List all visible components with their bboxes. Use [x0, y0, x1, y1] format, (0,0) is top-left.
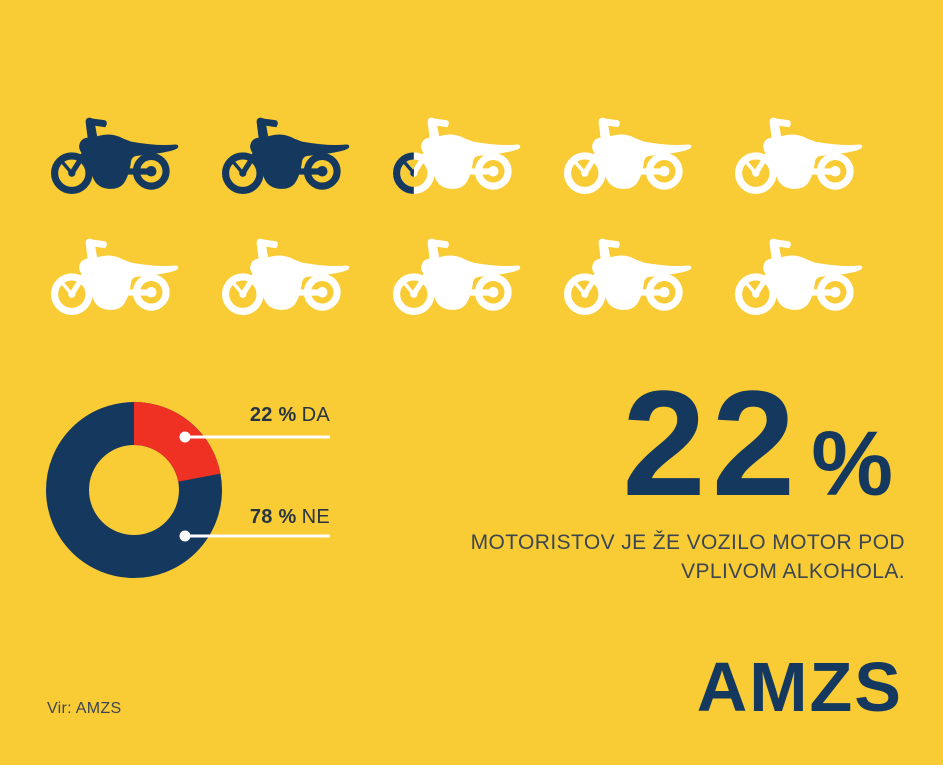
pictograph-unit — [387, 112, 521, 198]
amzs-logo: AMZS — [696, 648, 903, 726]
subtitle-line-2: VPLIVOM ALKOHOLA. — [681, 559, 905, 583]
source-credit: Vir: AMZS — [47, 700, 122, 717]
pictograph-row-2 — [45, 233, 863, 319]
callout-dot-da — [179, 431, 191, 443]
headline-subtitle: MOTORISTOV JE ŽE VOZILO MOTOR POD VPLIVO… — [471, 529, 905, 586]
pictograph-unit — [216, 112, 350, 198]
pictograph-unit — [729, 112, 863, 198]
pictograph-unit — [729, 233, 863, 319]
donut-label-da-value: 22 % — [249, 404, 297, 426]
donut-chart — [46, 402, 330, 578]
motorcycle-icon — [563, 117, 692, 195]
motorcycle-icon — [50, 238, 179, 316]
donut-label-ne-value: 78 % — [249, 506, 297, 528]
motorcycle-icon — [734, 238, 863, 316]
callout-dot-ne — [179, 530, 191, 542]
headline-stat: 22% — [622, 368, 893, 518]
donut-label-da-answer: DA — [301, 404, 330, 426]
motorcycle-icon — [221, 117, 350, 195]
pictograph-unit — [216, 233, 350, 319]
donut-label-ne-answer: NE — [301, 506, 330, 528]
pictograph-unit — [558, 233, 692, 319]
motorcycle-icon — [392, 117, 521, 195]
motorcycle-icon — [392, 238, 521, 316]
subtitle-line-1: MOTORISTOV JE ŽE VOZILO MOTOR POD — [470, 531, 905, 554]
pictograph-unit — [387, 233, 521, 319]
pictograph-unit — [45, 233, 179, 319]
motorcycle-icon — [734, 117, 863, 195]
donut-label-da: 22 % DA — [250, 404, 330, 427]
pictograph-unit — [45, 112, 179, 198]
pictograph-row-1 — [45, 112, 863, 198]
motorcycle-icon — [221, 238, 350, 316]
headline-unit: % — [811, 413, 893, 515]
motorcycle-icon — [563, 238, 692, 316]
pictograph-unit — [558, 112, 692, 198]
headline-value: 22 — [622, 359, 802, 527]
motorcycle-icon — [50, 117, 179, 195]
donut-segment-da — [46, 402, 222, 578]
donut-label-ne: 78 % NE — [250, 506, 330, 529]
